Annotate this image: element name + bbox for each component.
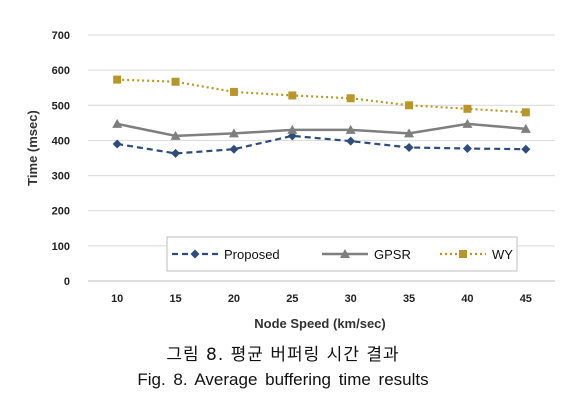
legend-item-proposed: Proposed	[172, 247, 280, 262]
data-point	[521, 108, 530, 117]
y-tick-label: 500	[52, 100, 70, 112]
data-point	[112, 118, 123, 128]
legend-label: WY	[492, 247, 513, 262]
series-gpsr	[112, 118, 531, 140]
legend-marker	[190, 249, 200, 259]
legend-label: Proposed	[224, 247, 280, 262]
y-axis-title: Time (msec)	[25, 110, 40, 186]
data-point	[171, 148, 181, 158]
data-point	[520, 123, 531, 133]
x-tick-label: 40	[461, 293, 473, 305]
x-tick-label: 25	[286, 293, 298, 305]
data-point	[171, 77, 180, 86]
series-line	[117, 134, 526, 155]
figure-caption-korean: 그림 8. 평균 버퍼링 시간 결과	[166, 345, 400, 365]
series-line	[116, 122, 526, 138]
data-point	[112, 139, 122, 149]
legend-label: GPSR	[374, 247, 411, 262]
x-tick-label: 45	[520, 293, 532, 305]
data-point	[228, 128, 239, 138]
legend-item-wy: WY	[440, 247, 513, 262]
data-point	[463, 104, 472, 113]
x-tick-label: 35	[403, 293, 415, 305]
legend-marker	[459, 250, 467, 258]
data-point	[287, 124, 298, 134]
x-tick-label: 10	[111, 293, 123, 305]
y-tick-label: 300	[52, 171, 70, 183]
x-axis-title: Node Speed (km/sec)	[254, 316, 386, 331]
data-point	[170, 130, 181, 140]
data-point	[405, 101, 414, 110]
y-tick-label: 200	[52, 206, 70, 218]
x-tick-label: 30	[345, 293, 357, 305]
series-line	[117, 78, 526, 114]
y-tick-label: 100	[52, 241, 70, 253]
figure-caption-english: Fig. 8. Average buffering time results	[137, 370, 429, 389]
data-point	[346, 136, 356, 146]
grid-lines	[88, 34, 555, 282]
y-tick-label: 400	[52, 135, 70, 147]
data-point	[462, 144, 472, 154]
x-tick-label: 20	[228, 293, 240, 305]
data-point	[462, 118, 473, 128]
x-tick-label: 15	[169, 293, 181, 305]
data-point	[288, 91, 297, 100]
legend-marker	[340, 249, 350, 258]
data-point	[113, 75, 122, 84]
data-point	[521, 144, 531, 154]
data-point	[229, 144, 239, 154]
y-tick-label: 600	[52, 65, 70, 77]
y-axis-ticks: 0 100 200 300 400 500 600 700	[52, 30, 70, 288]
legend: Proposed GPSR WY	[166, 236, 518, 272]
data-point	[404, 142, 414, 152]
data-point	[229, 87, 238, 96]
data-point	[346, 94, 355, 103]
y-tick-label: 700	[52, 30, 70, 42]
data-point	[404, 128, 415, 138]
series-wy	[113, 75, 530, 117]
y-tick-label: 0	[64, 276, 70, 288]
legend-item-gpsr: GPSR	[322, 247, 411, 262]
series-layer	[112, 75, 531, 158]
x-axis-ticks: 10 15 20 25 30 35 40 45	[111, 293, 532, 305]
data-point	[345, 124, 356, 134]
